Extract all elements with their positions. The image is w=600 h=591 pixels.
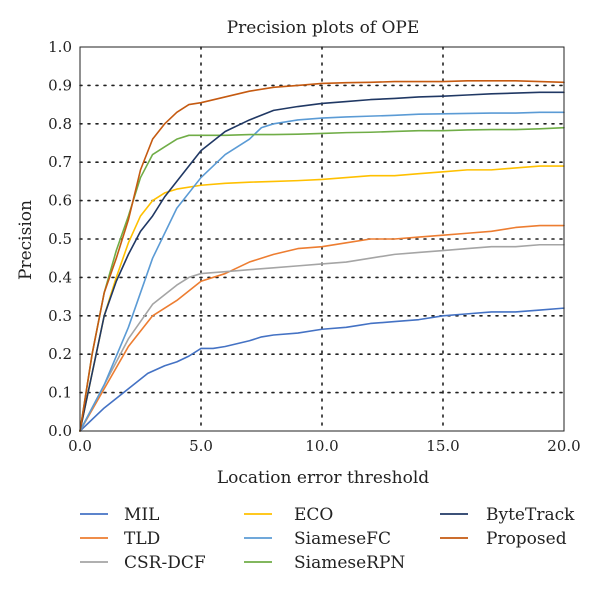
y-axis-label: Precision xyxy=(16,200,36,280)
y-tick-label-9: 0.9 xyxy=(48,76,72,94)
series-line-csr-dcf xyxy=(79,243,565,432)
y-tick-label-0: 0.0 xyxy=(48,422,72,440)
legend-label-7: Proposed xyxy=(486,529,567,549)
legend-label-3: ECO xyxy=(294,505,333,525)
y-tick-label-2: 0.2 xyxy=(48,345,72,363)
series-line-proposed xyxy=(79,79,565,432)
axis-ticks: 0.0 5.0 10.0 15.0 20.0 0.0 0.1 0.2 0.3 0.4 0.5 0.6 0… xyxy=(48,38,581,455)
chart-title: Precision plots of OPE xyxy=(227,18,420,38)
y-tick-label-7: 0.7 xyxy=(48,153,72,171)
legend-label-6: ByteTrack xyxy=(486,505,575,525)
legend: MIL TLD CSR-DCF ECO SiameseFC SiameseRPN ByteT… xyxy=(80,505,575,573)
series-line-bytetrack xyxy=(79,91,565,432)
x-tick-label-2: 10.0 xyxy=(305,437,338,455)
x-tick-label-0: 0.0 xyxy=(68,437,92,455)
legend-label-4: SiameseFC xyxy=(294,529,391,549)
series-line-tld xyxy=(79,224,565,432)
legend-label-0: MIL xyxy=(124,505,159,525)
series-line-siamesefc xyxy=(79,111,565,432)
x-tick-label-4: 20.0 xyxy=(547,437,580,455)
y-tick-label-6: 0.6 xyxy=(48,192,72,210)
y-tick-label-3: 0.3 xyxy=(48,307,72,325)
x-tick-label-3: 15.0 xyxy=(426,437,459,455)
y-tick-label-10: 1.0 xyxy=(48,38,72,56)
legend-label-1: TLD xyxy=(124,529,160,549)
legend-label-5: SiameseRPN xyxy=(294,553,405,573)
series-line-mil xyxy=(79,307,565,432)
y-tick-label-8: 0.8 xyxy=(48,115,72,133)
y-tick-label-1: 0.1 xyxy=(48,384,72,402)
plot-area-border xyxy=(79,46,565,432)
y-tick-label-4: 0.4 xyxy=(48,268,72,286)
legend-label-2: CSR-DCF xyxy=(124,553,206,573)
x-axis-label: Location error threshold xyxy=(217,468,429,488)
series-line-eco xyxy=(79,165,565,432)
series-layer xyxy=(79,79,565,432)
x-tick-label-1: 5.0 xyxy=(189,437,213,455)
grid-lines xyxy=(79,46,565,432)
y-tick-label-5: 0.5 xyxy=(48,230,72,248)
